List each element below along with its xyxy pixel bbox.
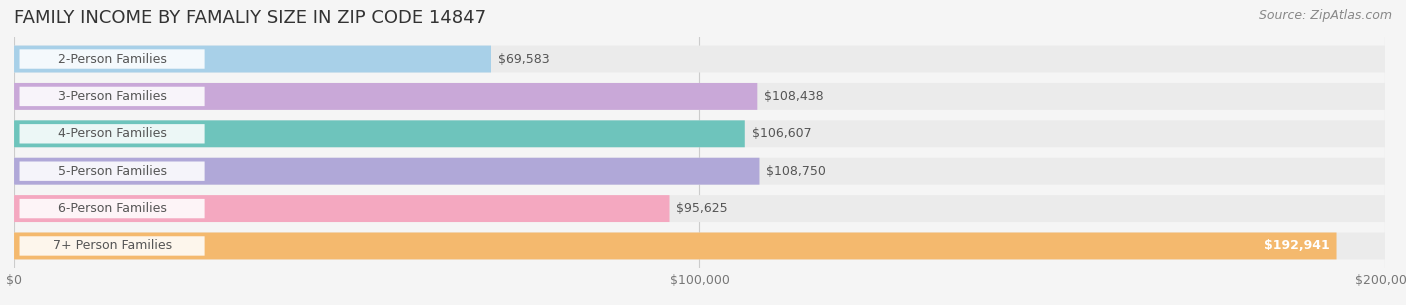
FancyBboxPatch shape [20, 199, 205, 218]
FancyBboxPatch shape [20, 162, 205, 181]
FancyBboxPatch shape [20, 124, 205, 143]
Text: $192,941: $192,941 [1264, 239, 1330, 253]
FancyBboxPatch shape [14, 158, 759, 185]
Text: 4-Person Families: 4-Person Families [58, 127, 166, 140]
FancyBboxPatch shape [14, 195, 669, 222]
Text: $69,583: $69,583 [498, 52, 550, 66]
Text: 6-Person Families: 6-Person Families [58, 202, 166, 215]
FancyBboxPatch shape [14, 45, 1385, 73]
FancyBboxPatch shape [14, 195, 1385, 222]
FancyBboxPatch shape [20, 87, 205, 106]
FancyBboxPatch shape [14, 83, 1385, 110]
FancyBboxPatch shape [14, 45, 491, 73]
Text: $106,607: $106,607 [752, 127, 811, 140]
FancyBboxPatch shape [14, 158, 1385, 185]
Text: Source: ZipAtlas.com: Source: ZipAtlas.com [1258, 9, 1392, 22]
FancyBboxPatch shape [14, 232, 1385, 260]
FancyBboxPatch shape [14, 83, 758, 110]
Text: 5-Person Families: 5-Person Families [58, 165, 166, 178]
FancyBboxPatch shape [20, 49, 205, 69]
FancyBboxPatch shape [14, 232, 1337, 260]
Text: $108,750: $108,750 [766, 165, 827, 178]
Text: FAMILY INCOME BY FAMALIY SIZE IN ZIP CODE 14847: FAMILY INCOME BY FAMALIY SIZE IN ZIP COD… [14, 9, 486, 27]
Text: 3-Person Families: 3-Person Families [58, 90, 166, 103]
Text: 2-Person Families: 2-Person Families [58, 52, 166, 66]
FancyBboxPatch shape [20, 236, 205, 256]
FancyBboxPatch shape [14, 120, 745, 147]
Text: 7+ Person Families: 7+ Person Families [52, 239, 172, 253]
Text: $95,625: $95,625 [676, 202, 728, 215]
FancyBboxPatch shape [14, 120, 1385, 147]
Text: $108,438: $108,438 [765, 90, 824, 103]
